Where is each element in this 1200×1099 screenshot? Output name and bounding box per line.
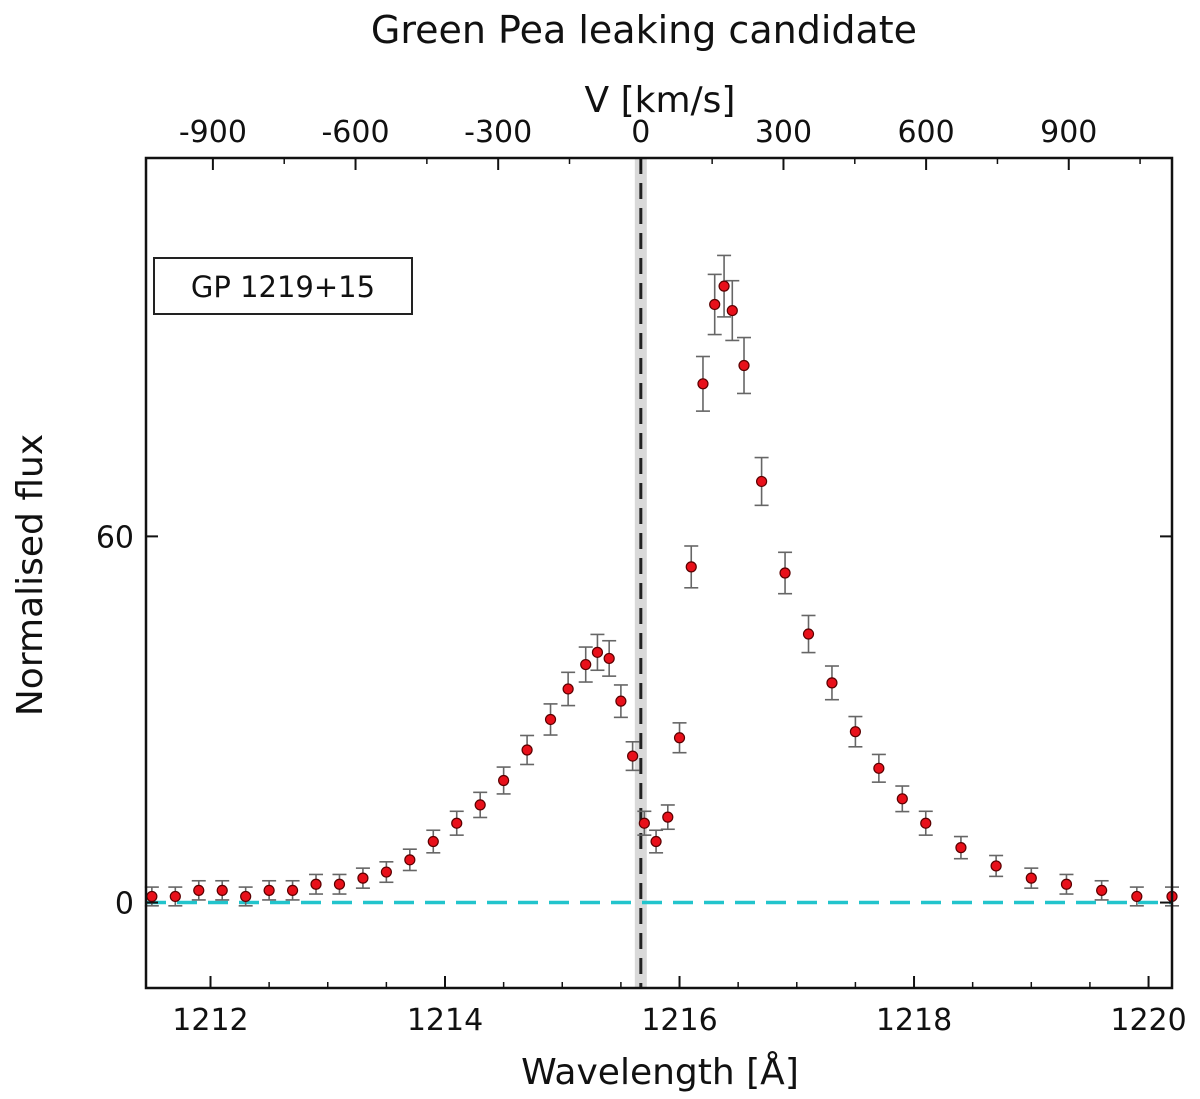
data-point xyxy=(263,884,275,896)
data-point xyxy=(802,628,815,640)
data-point xyxy=(1060,878,1073,890)
source-label: GP 1219+15 xyxy=(191,270,375,304)
data-point xyxy=(873,762,885,774)
data-point xyxy=(1025,872,1037,884)
plot-area: 1212 1214 1216 1218 1220 0 60 -900 -600 -300 0 300 6… xyxy=(96,115,1187,1038)
data-point xyxy=(286,884,299,896)
data-point xyxy=(849,726,862,738)
top-tick-label: 900 xyxy=(1040,115,1097,150)
top-tick-label: -300 xyxy=(464,115,532,150)
data-point xyxy=(603,652,615,665)
y-axis-label: Normalised flux xyxy=(10,434,51,716)
data-point xyxy=(427,835,439,848)
data-point xyxy=(896,793,908,805)
data-point xyxy=(990,860,1002,872)
data-point xyxy=(169,890,181,903)
top-tick-label: 300 xyxy=(755,115,812,150)
data-series xyxy=(144,254,1179,907)
plot-frame xyxy=(144,156,1174,990)
data-point xyxy=(673,732,686,744)
data-point xyxy=(755,475,768,488)
data-point xyxy=(955,842,967,854)
data-point xyxy=(591,646,604,658)
x-tick-label: 1214 xyxy=(407,1003,483,1038)
data-point xyxy=(697,378,709,390)
top-tick-label: 600 xyxy=(897,115,954,150)
data-point xyxy=(738,359,750,372)
top-axis-label: V [km/s] xyxy=(585,80,736,121)
data-point xyxy=(920,817,932,829)
data-point xyxy=(544,713,557,726)
data-point xyxy=(193,884,205,896)
data-point xyxy=(310,878,322,890)
data-point xyxy=(826,677,838,689)
data-point xyxy=(615,695,627,707)
x-tick-label: 1216 xyxy=(641,1003,717,1038)
x-tick-label: 1218 xyxy=(876,1003,952,1038)
data-point xyxy=(580,658,592,671)
data-point xyxy=(685,561,697,573)
x-axis-label: Wavelength [Å] xyxy=(521,1050,799,1093)
data-point xyxy=(627,750,639,762)
data-point xyxy=(709,298,721,311)
y-tick-label: 0 xyxy=(115,887,134,922)
data-point xyxy=(333,878,346,890)
top-tick-label: 0 xyxy=(631,115,650,150)
data-point xyxy=(662,811,674,823)
data-point xyxy=(357,872,369,884)
top-tick-label: -600 xyxy=(321,115,389,150)
data-point xyxy=(216,884,228,896)
data-point xyxy=(718,280,730,292)
data-point xyxy=(726,304,738,317)
data-point xyxy=(380,866,392,878)
y-tick-label: 60 xyxy=(96,520,134,555)
x-tick-label: 1220 xyxy=(1110,1003,1186,1038)
data-point xyxy=(1131,890,1143,903)
data-point xyxy=(1096,884,1108,896)
data-point xyxy=(638,817,650,829)
data-point xyxy=(451,817,463,829)
data-point xyxy=(779,567,791,579)
data-point xyxy=(650,835,662,848)
data-point xyxy=(404,854,416,866)
top-tick-label: -900 xyxy=(179,115,247,150)
data-point xyxy=(521,744,533,756)
data-point xyxy=(146,890,158,903)
legend-box: GP 1219+15 xyxy=(153,257,413,315)
data-point xyxy=(240,890,252,903)
data-point xyxy=(562,683,574,695)
chart-title: Green Pea leaking candidate xyxy=(371,8,917,52)
data-point xyxy=(474,799,486,811)
data-point xyxy=(498,774,510,787)
x-tick-label: 1212 xyxy=(172,1003,248,1038)
